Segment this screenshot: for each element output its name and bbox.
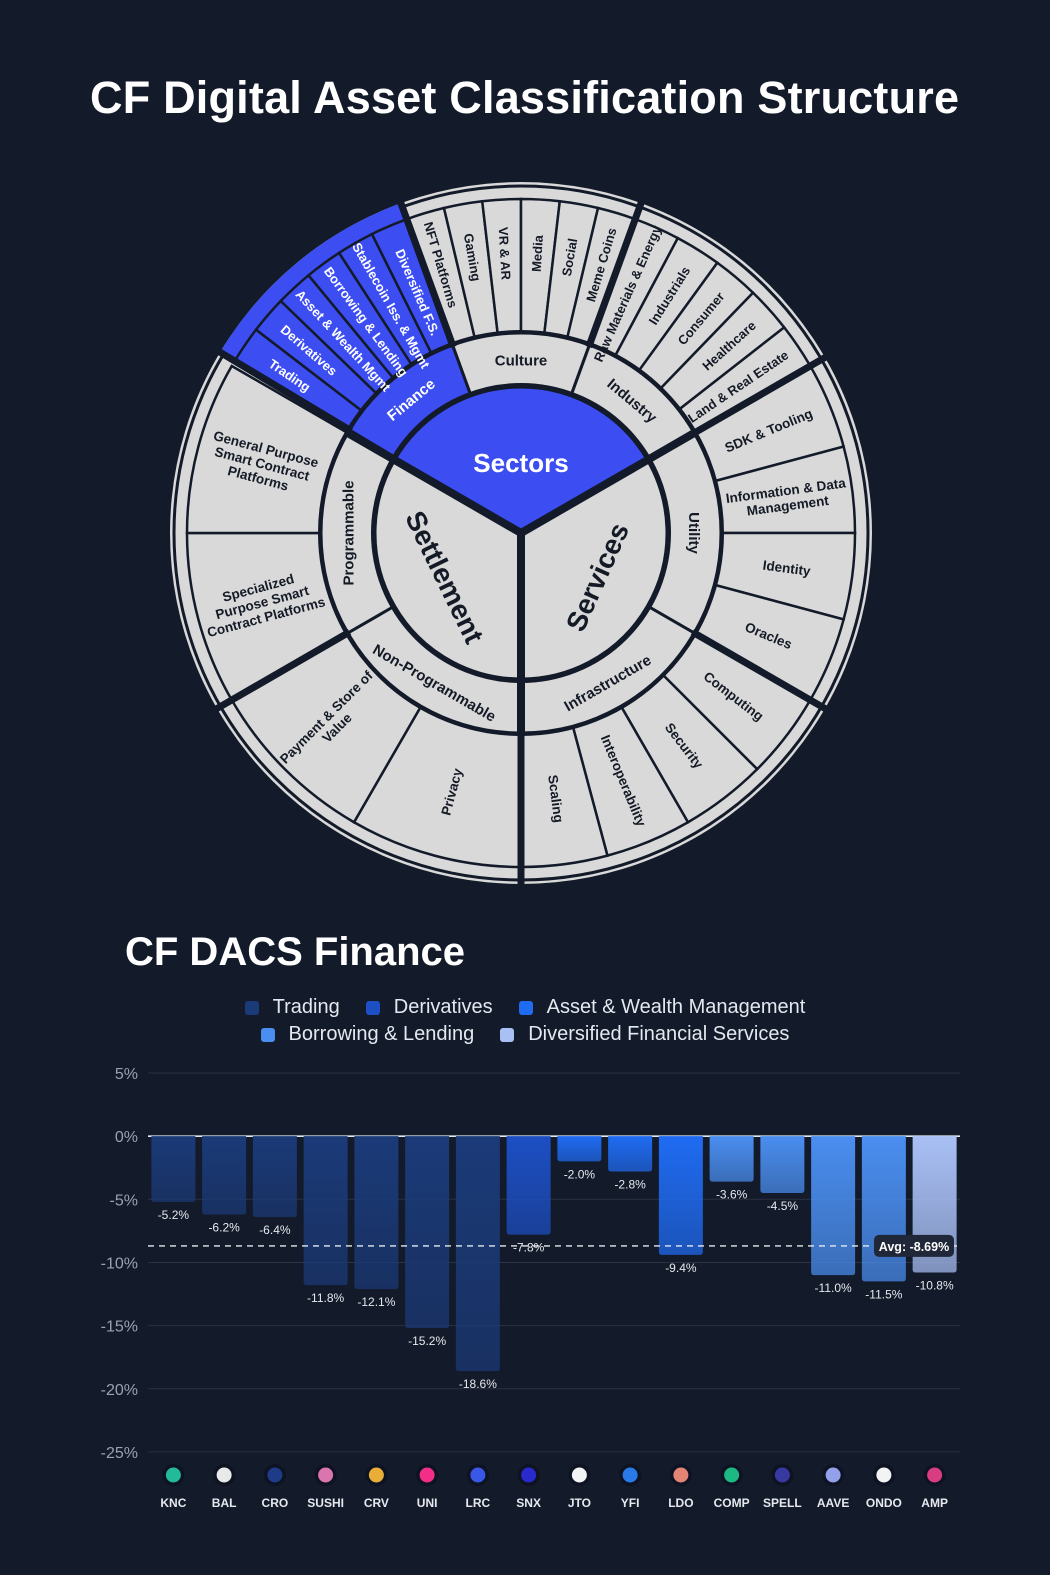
bar-knc[interactable] — [151, 1136, 195, 1202]
bar-value-label: -15.2% — [408, 1334, 446, 1348]
token-icon-glyph — [420, 1468, 435, 1483]
bar-value-label: -7.8% — [513, 1241, 545, 1255]
token-icon-glyph — [318, 1468, 333, 1483]
x-tick-label: BAL — [212, 1496, 237, 1510]
segment-label: Media — [529, 234, 546, 272]
bar-sushi[interactable] — [304, 1136, 348, 1285]
bar-comp[interactable] — [710, 1136, 754, 1181]
bar-value-label: -11.8% — [307, 1291, 344, 1305]
bar-value-label: -11.0% — [815, 1281, 852, 1295]
token-icon-glyph — [775, 1468, 790, 1483]
legend-swatch — [519, 1001, 533, 1015]
legend-item-borrowing-lending[interactable]: Borrowing & Lending — [261, 1023, 475, 1046]
x-tick-label: SUSHI — [307, 1496, 344, 1510]
bar-chart: 5% 0% -5% -10% -15% -20% -25% -5.2% KNC -6.2% BAL -… — [0, 1055, 1050, 1535]
x-tick-label: YFI — [621, 1496, 640, 1510]
y-tick-label: -10% — [101, 1255, 138, 1272]
bar-cro[interactable] — [253, 1136, 297, 1217]
token-icon-glyph — [369, 1468, 384, 1483]
bar-value-label: -10.8% — [916, 1279, 954, 1293]
y-tick-label: -25% — [101, 1445, 138, 1462]
bar-value-label: -6.4% — [259, 1223, 291, 1237]
bar-value-label: -6.2% — [208, 1220, 240, 1234]
token-icon-glyph — [217, 1468, 232, 1483]
bar-value-label: -4.5% — [767, 1199, 799, 1213]
bar-ondo[interactable] — [862, 1136, 906, 1281]
legend-label: Borrowing & Lending — [289, 1023, 475, 1046]
core-label-sectors: Sectors — [473, 448, 568, 478]
x-tick-label: LDO — [668, 1496, 693, 1510]
bar-bal[interactable] — [202, 1136, 246, 1214]
x-tick-label: CRO — [262, 1496, 289, 1510]
bar-spell[interactable] — [760, 1136, 804, 1193]
bar-value-label: -2.8% — [614, 1178, 646, 1192]
x-tick-label: AMP — [921, 1496, 948, 1510]
bar-crv[interactable] — [354, 1136, 398, 1289]
y-tick-label: 5% — [115, 1066, 138, 1083]
bar-jto[interactable] — [557, 1136, 601, 1161]
legend-item-trading[interactable]: Trading — [245, 996, 340, 1019]
token-icon-glyph — [927, 1468, 942, 1483]
bar-value-label: -18.6% — [459, 1377, 497, 1391]
x-tick-label: CRV — [364, 1496, 389, 1510]
token-icon-glyph — [724, 1468, 739, 1483]
legend-swatch — [366, 1001, 380, 1015]
legend-item-asset-wealth[interactable]: Asset & Wealth Management — [519, 996, 806, 1019]
x-tick-label: LRC — [466, 1496, 491, 1510]
bar-uni[interactable] — [405, 1136, 449, 1328]
y-tick-label: 0% — [115, 1129, 138, 1146]
legend-row-1: Trading Derivatives Asset & Wealth Manag… — [0, 996, 1050, 1019]
legend-swatch — [261, 1028, 275, 1042]
legend-label: Trading — [273, 996, 340, 1019]
token-icon-glyph — [470, 1468, 485, 1483]
x-tick-label: KNC — [160, 1496, 186, 1510]
legend-row-2: Borrowing & Lending Diversified Financia… — [0, 1023, 1050, 1046]
x-tick-label: COMP — [714, 1496, 750, 1510]
token-icon-glyph — [572, 1468, 587, 1483]
token-icon-glyph — [673, 1468, 688, 1483]
bar-value-label: -11.5% — [865, 1287, 902, 1301]
bar-lrc[interactable] — [456, 1136, 500, 1371]
bar-value-label: -5.2% — [158, 1208, 190, 1222]
y-tick-label: -15% — [101, 1319, 138, 1336]
x-tick-label: AAVE — [817, 1496, 849, 1510]
legend-item-derivatives[interactable]: Derivatives — [366, 996, 493, 1019]
average-label: Avg: -8.69% — [879, 1240, 949, 1254]
x-tick-label: SNX — [516, 1496, 541, 1510]
token-icon-glyph — [623, 1468, 638, 1483]
token-icon-glyph — [826, 1468, 841, 1483]
legend-label: Diversified Financial Services — [528, 1023, 789, 1046]
legend-swatch — [245, 1001, 259, 1015]
legend-label: Derivatives — [394, 996, 493, 1019]
legend-label: Asset & Wealth Management — [547, 996, 806, 1019]
bar-value-label: -9.4% — [665, 1261, 697, 1275]
x-tick-label: SPELL — [763, 1496, 802, 1510]
chart-title: CF DACS Finance — [125, 930, 465, 975]
bar-snx[interactable] — [507, 1136, 551, 1235]
token-icon-glyph — [166, 1468, 181, 1483]
x-tick-label: JTO — [568, 1496, 591, 1510]
y-tick-label: -20% — [101, 1382, 138, 1399]
x-tick-label: ONDO — [866, 1496, 902, 1510]
group-label: Utility — [685, 512, 702, 554]
bar-ldo[interactable] — [659, 1136, 703, 1255]
legend-swatch — [500, 1028, 514, 1042]
bar-value-label: -12.1% — [357, 1295, 395, 1309]
y-tick-label: -5% — [110, 1192, 138, 1209]
bar-yfi[interactable] — [608, 1136, 652, 1171]
group-label: Programmable — [340, 480, 357, 585]
x-tick-label: UNI — [417, 1496, 438, 1510]
group-label: Culture — [495, 352, 548, 369]
legend-item-diversified-fs[interactable]: Diversified Financial Services — [500, 1023, 789, 1046]
segment-label: VR & AR — [496, 227, 514, 281]
token-icon-glyph — [521, 1468, 536, 1483]
token-icon-glyph — [876, 1468, 891, 1483]
bar-value-label: -3.6% — [716, 1188, 748, 1202]
bar-aave[interactable] — [811, 1136, 855, 1275]
bar-value-label: -2.0% — [564, 1167, 596, 1181]
token-icon-glyph — [267, 1468, 282, 1483]
